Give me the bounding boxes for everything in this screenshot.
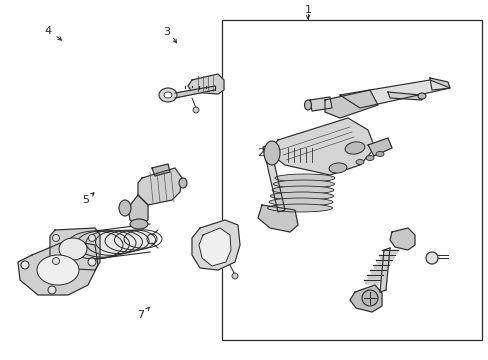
Polygon shape bbox=[378, 255, 394, 259]
Circle shape bbox=[361, 290, 377, 306]
Ellipse shape bbox=[274, 174, 334, 182]
Text: 2: 2 bbox=[257, 148, 264, 158]
Polygon shape bbox=[375, 260, 391, 264]
Ellipse shape bbox=[97, 231, 140, 253]
Polygon shape bbox=[173, 86, 215, 98]
Ellipse shape bbox=[130, 219, 148, 229]
Polygon shape bbox=[325, 90, 377, 118]
Circle shape bbox=[48, 286, 56, 294]
Ellipse shape bbox=[304, 100, 311, 110]
Polygon shape bbox=[366, 275, 382, 279]
Circle shape bbox=[52, 257, 60, 265]
Ellipse shape bbox=[328, 163, 346, 173]
Polygon shape bbox=[267, 118, 374, 175]
Ellipse shape bbox=[345, 142, 364, 154]
Text: 5: 5 bbox=[82, 195, 89, 205]
Text: 7: 7 bbox=[137, 310, 144, 320]
Text: 1: 1 bbox=[304, 5, 311, 15]
Ellipse shape bbox=[355, 159, 363, 165]
Ellipse shape bbox=[264, 141, 280, 165]
Ellipse shape bbox=[268, 198, 332, 206]
Polygon shape bbox=[379, 248, 389, 292]
Polygon shape bbox=[339, 80, 449, 108]
Ellipse shape bbox=[273, 180, 334, 188]
Circle shape bbox=[21, 261, 29, 269]
Circle shape bbox=[88, 234, 95, 242]
Polygon shape bbox=[258, 205, 297, 232]
Polygon shape bbox=[367, 138, 391, 156]
Ellipse shape bbox=[267, 204, 332, 212]
Text: 4: 4 bbox=[44, 26, 51, 36]
Polygon shape bbox=[372, 265, 388, 269]
Polygon shape bbox=[369, 270, 385, 274]
Polygon shape bbox=[128, 195, 148, 225]
Polygon shape bbox=[138, 168, 182, 205]
Polygon shape bbox=[50, 228, 100, 270]
Text: 6: 6 bbox=[89, 254, 96, 264]
Ellipse shape bbox=[271, 186, 333, 194]
Bar bbox=[222, 20, 481, 340]
Circle shape bbox=[88, 258, 96, 266]
Polygon shape bbox=[187, 74, 224, 94]
Circle shape bbox=[52, 234, 60, 242]
Ellipse shape bbox=[107, 231, 147, 251]
Ellipse shape bbox=[37, 255, 79, 285]
Ellipse shape bbox=[375, 152, 383, 157]
Ellipse shape bbox=[119, 200, 131, 216]
Polygon shape bbox=[387, 92, 421, 100]
Polygon shape bbox=[381, 250, 397, 254]
Polygon shape bbox=[349, 285, 381, 312]
Polygon shape bbox=[192, 220, 240, 270]
Ellipse shape bbox=[79, 232, 127, 256]
Ellipse shape bbox=[417, 93, 425, 99]
Polygon shape bbox=[18, 240, 98, 295]
Polygon shape bbox=[263, 145, 285, 212]
Ellipse shape bbox=[159, 88, 177, 102]
Polygon shape bbox=[199, 228, 230, 266]
Ellipse shape bbox=[116, 231, 153, 249]
Ellipse shape bbox=[179, 178, 186, 188]
Polygon shape bbox=[309, 97, 331, 111]
Ellipse shape bbox=[88, 231, 134, 255]
Ellipse shape bbox=[270, 192, 333, 200]
Polygon shape bbox=[363, 280, 379, 284]
Circle shape bbox=[231, 273, 238, 279]
Ellipse shape bbox=[163, 92, 172, 98]
Ellipse shape bbox=[59, 238, 87, 260]
Circle shape bbox=[425, 252, 437, 264]
Ellipse shape bbox=[69, 232, 121, 258]
Ellipse shape bbox=[365, 156, 373, 161]
Polygon shape bbox=[152, 164, 170, 176]
Circle shape bbox=[88, 257, 95, 265]
Text: 3: 3 bbox=[163, 27, 169, 37]
Polygon shape bbox=[429, 78, 449, 90]
Circle shape bbox=[193, 107, 199, 113]
Polygon shape bbox=[389, 228, 414, 250]
